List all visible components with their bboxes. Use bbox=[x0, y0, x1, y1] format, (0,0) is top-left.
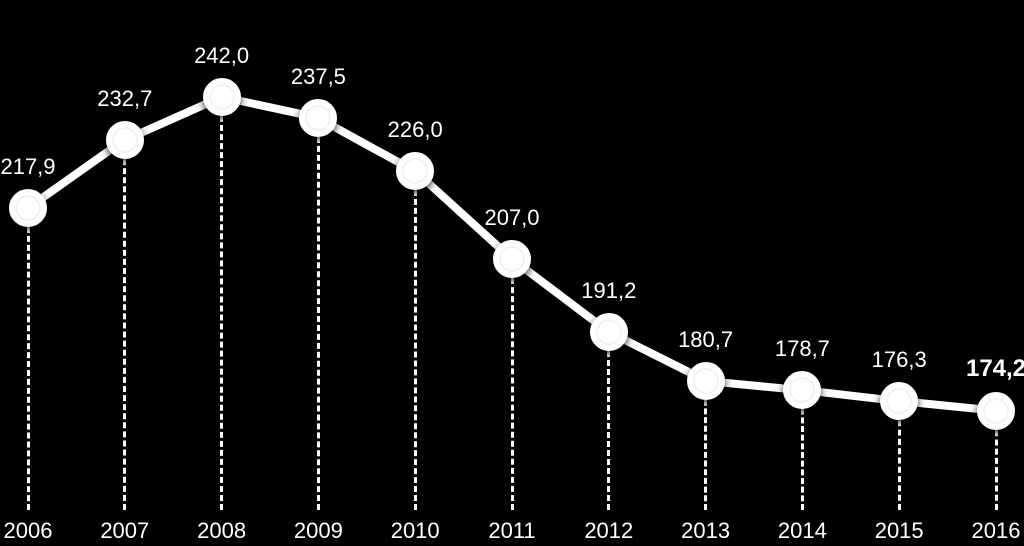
chart-x-label: 2007 bbox=[100, 518, 149, 544]
chart-value-label: 180,7 bbox=[678, 327, 733, 353]
chart-marker bbox=[880, 382, 918, 420]
chart-x-label: 2011 bbox=[488, 518, 535, 544]
chart-dropline bbox=[123, 150, 126, 510]
chart-x-label: 2010 bbox=[391, 518, 440, 544]
chart-marker bbox=[203, 78, 241, 116]
chart-value-label: 207,0 bbox=[484, 205, 539, 231]
chart-marker bbox=[106, 121, 144, 159]
chart-value-label: 237,5 bbox=[291, 64, 346, 90]
chart-value-label: 232,7 bbox=[97, 86, 152, 112]
chart-x-label: 2013 bbox=[681, 518, 730, 544]
chart-value-label: 217,9 bbox=[0, 154, 55, 180]
chart-dropline bbox=[704, 391, 707, 510]
chart-dropline bbox=[607, 342, 610, 510]
chart-marker bbox=[396, 152, 434, 190]
chart-value-label: 176,3 bbox=[872, 347, 927, 373]
chart-marker bbox=[783, 371, 821, 409]
line-chart: 217,9 232,7 242,0 237,5 226,0 207,0 191,2 180,7… bbox=[0, 0, 1024, 546]
chart-value-label: 174,2 bbox=[966, 355, 1024, 383]
chart-marker bbox=[590, 313, 628, 351]
chart-x-label: 2014 bbox=[778, 518, 827, 544]
chart-value-label: 191,2 bbox=[581, 278, 636, 304]
chart-value-label: 242,0 bbox=[194, 43, 249, 69]
chart-dropline bbox=[27, 218, 30, 510]
chart-value-label: 226,0 bbox=[388, 117, 443, 143]
chart-marker bbox=[493, 240, 531, 278]
chart-x-label: 2009 bbox=[294, 518, 343, 544]
chart-x-label: 2016 bbox=[972, 518, 1021, 544]
chart-dropline bbox=[995, 421, 998, 510]
chart-marker bbox=[977, 392, 1015, 430]
chart-x-label: 2012 bbox=[584, 518, 633, 544]
chart-dropline bbox=[511, 269, 514, 510]
chart-dropline bbox=[220, 107, 223, 510]
chart-dropline bbox=[414, 181, 417, 510]
chart-x-label: 2008 bbox=[197, 518, 246, 544]
chart-marker bbox=[9, 189, 47, 227]
chart-dropline bbox=[898, 411, 901, 510]
chart-value-label: 178,7 bbox=[775, 336, 830, 362]
chart-dropline bbox=[801, 400, 804, 510]
chart-dropline bbox=[317, 128, 320, 510]
chart-marker bbox=[687, 362, 725, 400]
chart-marker bbox=[299, 99, 337, 137]
chart-x-label: 2006 bbox=[4, 518, 53, 544]
chart-x-label: 2015 bbox=[875, 518, 924, 544]
